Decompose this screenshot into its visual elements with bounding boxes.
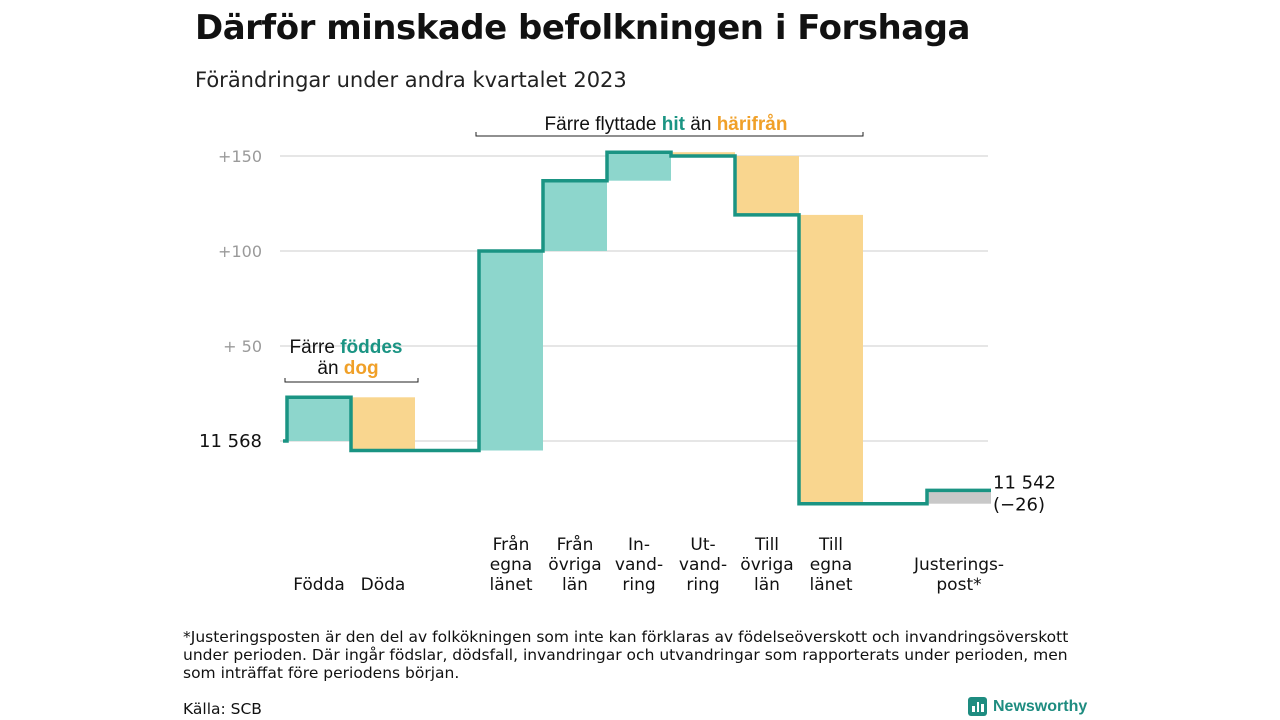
category-label: In- <box>628 535 650 555</box>
annotation-births-line2: än dog <box>317 358 378 379</box>
y-tick-label: + 50 <box>223 337 262 356</box>
category-label: län <box>754 575 780 595</box>
end-value-label: 11 542 <box>993 472 1056 493</box>
category-label: Från <box>557 534 594 555</box>
annotation-births: Färre föddes <box>290 337 403 358</box>
category-label: vand- <box>615 555 663 575</box>
category-label: län <box>562 575 588 595</box>
bar <box>671 152 735 156</box>
bar <box>479 251 543 451</box>
footnote: *Justeringsposten är den del av folkökni… <box>183 628 1069 682</box>
start-value-label: 11 568 <box>199 431 262 452</box>
category-label: ring <box>622 575 655 595</box>
category-label: Till <box>754 535 779 555</box>
bar <box>799 214 863 504</box>
end-change-label: (−26) <box>993 494 1045 515</box>
bar-chart-icon <box>968 697 987 716</box>
bar <box>287 397 351 441</box>
bar <box>735 156 799 215</box>
category-label: Från <box>493 534 530 555</box>
chart-subtitle: Förändringar under andra kvartalet 2023 <box>195 68 627 92</box>
brand-name: Newsworthy <box>993 697 1088 715</box>
category-label: länet <box>489 575 532 595</box>
waterfall-line <box>283 150 991 506</box>
category-label: Födda <box>293 575 345 595</box>
source-label: Källa: SCB <box>183 700 262 718</box>
bar <box>927 490 991 504</box>
bar <box>543 180 607 251</box>
category-label: Till <box>818 535 843 555</box>
category-label: vand- <box>679 555 727 575</box>
category-label: länet <box>809 575 852 595</box>
bar <box>607 152 671 181</box>
chart-title: Därför minskade befolkningen i Forshaga <box>195 8 970 48</box>
category-label: egna <box>810 555 852 575</box>
annotation-bracket-moves <box>475 132 864 137</box>
annotation-moves: Färre flyttade hit än härifrån <box>545 114 788 135</box>
category-label: ring <box>686 575 719 595</box>
category-label: Döda <box>361 575 406 595</box>
bar <box>351 397 415 451</box>
category-label: post* <box>936 575 981 595</box>
category-label: övriga <box>548 555 601 575</box>
annotation-bracket-births <box>284 378 419 383</box>
category-label: egna <box>490 555 532 575</box>
category-label: Justerings- <box>913 555 1004 575</box>
category-label: övriga <box>740 555 793 575</box>
y-tick-label: +100 <box>218 242 262 261</box>
brand-logo: Newsworthy <box>968 697 1087 716</box>
y-tick-label: +150 <box>218 147 262 166</box>
category-label: Ut- <box>690 535 715 555</box>
